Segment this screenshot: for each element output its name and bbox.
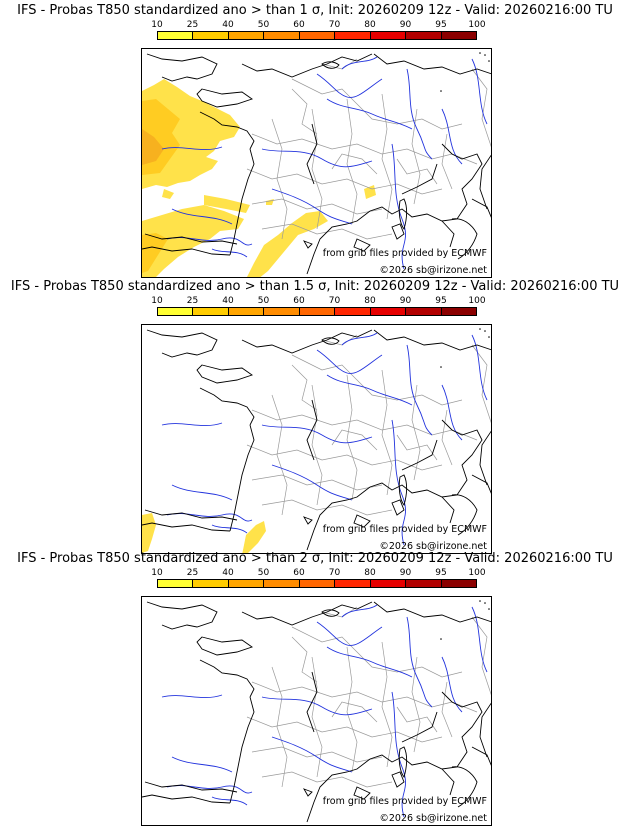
legend-swatch <box>406 580 442 587</box>
legend-tick: 40 <box>222 296 234 306</box>
legend-tick: 80 <box>364 568 376 578</box>
legend-tick: 50 <box>257 296 270 306</box>
panel-2: IFS - Probas T850 standardized ano > tha… <box>0 276 630 554</box>
legend-tick: 100 <box>468 20 486 30</box>
legend-tick: 100 <box>468 568 486 578</box>
source-credit: from grib files provided by ECMWF <box>322 248 487 259</box>
legend-swatch <box>441 32 476 39</box>
basemap <box>142 327 491 551</box>
legend-swatch <box>299 308 336 315</box>
legend-tick: 70 <box>328 296 341 306</box>
copyright-notice: ©2026 sb@irizone.net <box>379 813 487 824</box>
legend-swatch <box>228 580 265 587</box>
legend-swatch <box>406 308 442 315</box>
legend-swatch <box>441 580 476 587</box>
copyright-notice: ©2026 sb@irizone.net <box>379 265 487 276</box>
legend-tick: 25 <box>186 568 199 578</box>
legend-swatch <box>299 580 336 587</box>
legend-tick: 90 <box>399 20 412 30</box>
panel-title: IFS - Probas T850 standardized ano > tha… <box>17 3 613 18</box>
legend-tick: 70 <box>328 568 341 578</box>
copyright-notice: ©2026 sb@irizone.net <box>379 541 487 552</box>
legend-swatch <box>299 32 336 39</box>
legend-swatch <box>370 32 407 39</box>
map-svg <box>142 599 491 823</box>
legend-swatch <box>335 580 371 587</box>
legend-swatch <box>228 308 265 315</box>
legend-swatch-bar <box>157 307 477 316</box>
legend-tick: 80 <box>364 296 376 306</box>
color-legend: 10 25 40 50 60 70 80 90 95 100 <box>151 296 486 320</box>
panel-1: IFS - Probas T850 standardized ano > tha… <box>0 0 630 278</box>
legend-swatch <box>193 32 229 39</box>
legend-swatch-bar <box>157 31 477 40</box>
probability-shading <box>142 79 376 277</box>
legend-tick: 100 <box>468 296 486 306</box>
legend-swatch <box>158 308 194 315</box>
legend-tick: 10 <box>151 20 163 30</box>
legend-swatch <box>441 308 476 315</box>
legend-tick: 40 <box>222 568 234 578</box>
legend-swatch <box>158 580 194 587</box>
legend-swatch <box>193 580 229 587</box>
source-credit: from grib files provided by ECMWF <box>322 796 487 807</box>
legend-tick: 40 <box>222 20 234 30</box>
source-credit: from grib files provided by ECMWF <box>322 524 487 535</box>
legend-swatch <box>370 580 407 587</box>
probability-map: from grib files provided by ECMWF ©2026 … <box>141 324 492 554</box>
probability-map: from grib files provided by ECMWF ©2026 … <box>141 48 492 278</box>
legend-tick: 90 <box>399 568 412 578</box>
legend-swatch-bar <box>157 579 477 588</box>
legend-tick: 95 <box>435 296 447 306</box>
legend-tick: 95 <box>435 20 447 30</box>
legend-swatch <box>335 32 371 39</box>
legend-tick: 70 <box>328 20 341 30</box>
map-svg <box>142 327 491 553</box>
basemap <box>142 599 491 823</box>
legend-tick: 10 <box>151 296 163 306</box>
legend-swatch <box>193 308 229 315</box>
legend-swatch <box>228 32 265 39</box>
legend-tick: 60 <box>293 20 305 30</box>
legend-swatch <box>264 32 300 39</box>
legend-tick: 50 <box>257 20 270 30</box>
panel-3: IFS - Probas T850 standardized ano > tha… <box>0 548 630 826</box>
legend-tick: 80 <box>364 20 376 30</box>
legend-swatch <box>370 308 407 315</box>
legend-swatch <box>158 32 194 39</box>
legend-tick: 50 <box>257 568 270 578</box>
legend-tick: 60 <box>293 296 305 306</box>
legend-swatch <box>335 308 371 315</box>
legend-swatch <box>406 32 442 39</box>
legend-tick: 60 <box>293 568 305 578</box>
legend-tick: 10 <box>151 568 163 578</box>
legend-tick: 90 <box>399 296 412 306</box>
probability-map: from grib files provided by ECMWF ©2026 … <box>141 596 492 826</box>
color-legend: 10 25 40 50 60 70 80 90 95 100 <box>151 568 486 592</box>
panel-title: IFS - Probas T850 standardized ano > tha… <box>10 279 620 294</box>
legend-tick: 25 <box>186 20 199 30</box>
legend-tick: 25 <box>186 296 199 306</box>
panel-title: IFS - Probas T850 standardized ano > tha… <box>17 551 613 566</box>
legend-swatch <box>264 308 300 315</box>
legend-swatch <box>264 580 300 587</box>
legend-tick: 95 <box>435 568 447 578</box>
map-svg <box>142 51 491 277</box>
color-legend: 10 25 40 50 60 70 80 90 95 100 <box>151 20 486 44</box>
